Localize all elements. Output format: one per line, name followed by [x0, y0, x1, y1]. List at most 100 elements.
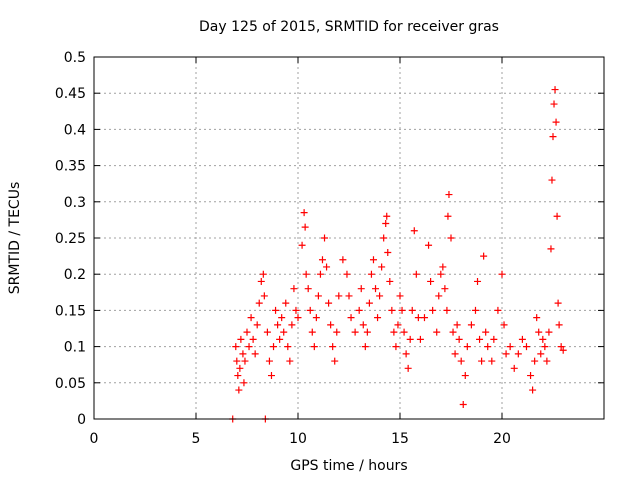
axes: 0 0.05 0.1 0.15 0.2 0.25 0.3 0.35 0.4 0.45 0.5 0 5 10…: [55, 50, 604, 447]
data-point: [343, 270, 351, 278]
data-point: [439, 263, 447, 271]
data-point: [241, 357, 249, 365]
y-tick-label: 0.45: [55, 86, 86, 102]
data-point: [234, 372, 242, 380]
data-point: [301, 223, 309, 231]
data-point: [232, 343, 240, 351]
data-point: [318, 256, 326, 264]
data-point: [429, 306, 437, 314]
data-point: [247, 314, 255, 322]
data-point: [543, 357, 551, 365]
data-point: [459, 401, 467, 409]
data-point: [402, 350, 410, 358]
data-point: [357, 285, 365, 293]
data-point: [484, 343, 492, 351]
data-point: [369, 256, 377, 264]
data-point: [290, 285, 298, 293]
data-point: [461, 372, 469, 380]
data-point: [394, 321, 402, 329]
y-tick-label: 0.3: [64, 195, 86, 211]
data-point: [312, 314, 320, 322]
data-point: [488, 357, 496, 365]
data-point: [272, 306, 280, 314]
data-point: [550, 100, 558, 108]
y-tick-label: 0.25: [55, 231, 86, 247]
data-point: [327, 321, 335, 329]
grid-lines: [94, 57, 604, 419]
data-point: [451, 350, 459, 358]
data-point: [251, 350, 259, 358]
data-point: [372, 285, 380, 293]
data-point: [490, 335, 498, 343]
data-point: [292, 306, 300, 314]
data-point: [427, 277, 435, 285]
x-tick-label: 0: [90, 431, 99, 447]
data-point: [522, 343, 530, 351]
data-point: [551, 86, 559, 94]
data-point: [533, 314, 541, 322]
y-tick-label: 0.15: [55, 303, 86, 319]
data-point: [410, 227, 418, 235]
data-point: [367, 270, 375, 278]
y-tick-label: 0.2: [64, 267, 86, 283]
data-point: [547, 245, 555, 253]
data-point: [235, 386, 243, 394]
data-point: [257, 277, 265, 285]
data-point: [270, 343, 278, 351]
data-point: [555, 321, 563, 329]
data-point: [280, 328, 288, 336]
data-point: [476, 335, 484, 343]
data-point: [331, 357, 339, 365]
data-point: [282, 299, 290, 307]
data-point: [531, 357, 539, 365]
data-point: [518, 335, 526, 343]
data-point: [406, 335, 414, 343]
data-point: [506, 343, 514, 351]
data-point: [502, 350, 510, 358]
x-tick-label: 15: [391, 431, 409, 447]
data-point: [455, 335, 463, 343]
data-point: [447, 234, 455, 242]
data-point: [539, 335, 547, 343]
data-point: [390, 328, 398, 336]
data-point: [471, 306, 479, 314]
data-point: [453, 321, 461, 329]
data-point: [445, 191, 453, 199]
data-point: [255, 299, 263, 307]
data-point: [380, 234, 388, 242]
data-point: [535, 328, 543, 336]
data-point: [308, 328, 316, 336]
data-point: [549, 133, 557, 141]
plot-frame: [93, 56, 605, 420]
data-point: [237, 335, 245, 343]
data-point: [463, 343, 471, 351]
data-point: [527, 372, 535, 380]
data-point: [323, 263, 331, 271]
data-point: [310, 343, 318, 351]
data-point: [498, 270, 506, 278]
data-point: [400, 328, 408, 336]
data-point: [300, 209, 308, 217]
y-tick-label: 0.4: [64, 122, 86, 138]
data-point: [420, 314, 428, 322]
data-point: [548, 176, 556, 184]
y-tick-label: 0.5: [64, 50, 86, 66]
data-point: [510, 364, 518, 372]
data-point: [351, 328, 359, 336]
data-point: [383, 212, 391, 220]
data-point: [253, 321, 261, 329]
data-point: [294, 314, 302, 322]
data-point: [345, 292, 353, 300]
data-point: [529, 386, 537, 394]
data-point: [376, 292, 384, 300]
data-point: [478, 357, 486, 365]
data-point: [267, 372, 275, 380]
data-point: [263, 328, 271, 336]
data-point: [414, 314, 422, 322]
data-point: [374, 314, 382, 322]
data-point: [435, 292, 443, 300]
data-point: [314, 292, 322, 300]
data-point: [474, 277, 482, 285]
data-point: [276, 335, 284, 343]
data-point: [388, 306, 396, 314]
